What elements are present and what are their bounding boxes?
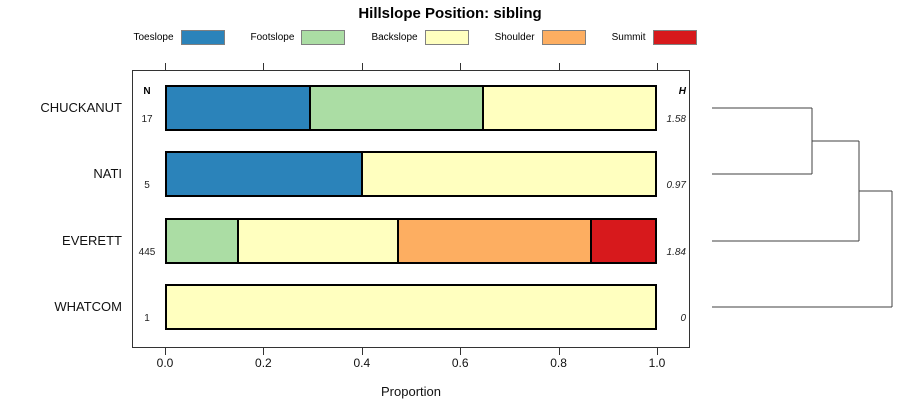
x-axis-tick-bottom: [361, 348, 363, 355]
legend-label: Toeslope: [133, 31, 174, 43]
dendrogram: [712, 107, 893, 308]
n-value-whatcom: 1: [144, 313, 150, 324]
bar-segment-backslope: [239, 220, 399, 262]
bar-row-everett: [165, 218, 657, 264]
legend-label: Summit: [611, 31, 646, 43]
bar-segment-shoulder: [398, 220, 593, 262]
bar-segment-toeslope: [167, 153, 364, 195]
legend-label: Shoulder: [494, 31, 535, 43]
bar-row-chuckanut: [165, 85, 657, 131]
row-label-everett: EVERETT: [62, 233, 122, 248]
legend-label: Footslope: [250, 31, 295, 43]
bar-segment-toeslope: [167, 87, 312, 129]
bar-segment-summit: [592, 220, 655, 262]
x-axis-tick-top: [361, 63, 363, 70]
x-axis-tick-bottom: [460, 348, 462, 355]
legend-item-toeslope: Toeslope: [133, 29, 225, 45]
bar-segment-backslope: [167, 286, 655, 328]
h-column-header: H: [678, 86, 686, 97]
x-axis-tick-label: 1.0: [648, 356, 666, 370]
legend-item-backslope: Backslope: [371, 29, 469, 45]
x-axis-tick-bottom: [657, 348, 658, 355]
legend-swatch-toeslope: [180, 29, 225, 45]
legend-item-shoulder: Shoulder: [494, 29, 586, 45]
row-label-whatcom: WHATCOM: [54, 299, 122, 314]
h-value-everett: 1.84: [666, 247, 686, 258]
legend-item-footslope: Footslope: [250, 29, 346, 45]
x-axis-tick-bottom: [165, 348, 166, 355]
legend-label: Backslope: [371, 31, 418, 43]
bar-segment-backslope: [363, 153, 655, 195]
n-value-everett: 445: [138, 247, 156, 258]
x-axis-tick-bottom: [263, 348, 265, 355]
bar-segment-backslope: [484, 87, 655, 129]
bar-segment-footslope: [167, 220, 240, 262]
h-value-whatcom: 0: [680, 313, 686, 324]
bar-row-whatcom: [165, 284, 657, 330]
n-value-chuckanut: 17: [141, 114, 153, 125]
n-column-header: N: [143, 86, 151, 97]
legend-item-summit: Summit: [611, 29, 697, 45]
row-label-chuckanut: CHUCKANUT: [40, 100, 122, 115]
chart-legend: Toeslope Footslope Backslope Shoulder Summit: [0, 28, 830, 46]
x-axis-tick-top: [165, 63, 166, 70]
x-axis-tick-label: 0.4: [353, 356, 371, 370]
x-axis-tick-label: 0.2: [255, 356, 272, 370]
x-axis-tick-label: 0.0: [156, 356, 174, 370]
bar-segment-footslope: [311, 87, 485, 129]
h-value-chuckanut: 1.58: [666, 114, 686, 125]
chart-title: Hillslope Position: sibling: [358, 5, 542, 22]
x-axis-tick-top: [657, 63, 658, 70]
legend-swatch-footslope: [301, 29, 346, 45]
x-axis-title: Proportion: [381, 384, 441, 399]
x-axis-tick-bottom: [558, 348, 560, 355]
row-label-nati: NATI: [93, 166, 122, 181]
legend-swatch-shoulder: [541, 29, 586, 45]
bar-row-nati: [165, 151, 657, 197]
x-axis-tick-top: [558, 63, 560, 70]
x-axis-tick-top: [263, 63, 265, 70]
n-value-nati: 5: [144, 180, 150, 191]
x-axis-tick-top: [460, 63, 462, 70]
legend-swatch-backslope: [424, 29, 469, 45]
x-axis-tick-label: 0.8: [550, 356, 567, 370]
h-value-nati: 0.97: [666, 180, 686, 191]
x-axis-tick-label: 0.6: [451, 356, 469, 370]
legend-swatch-summit: [652, 29, 697, 45]
